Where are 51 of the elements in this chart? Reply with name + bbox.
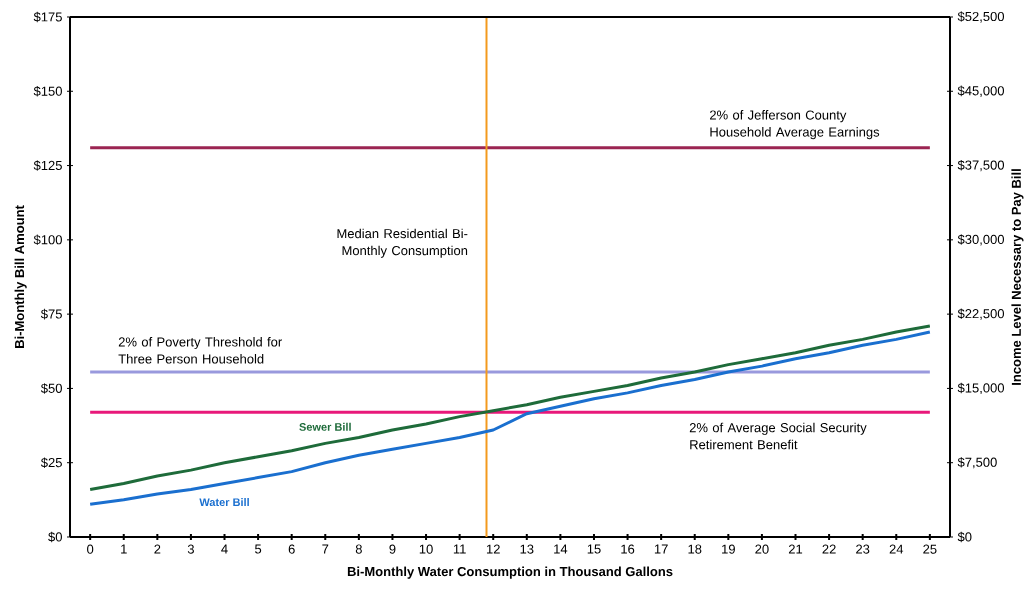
ref-line-label: 2% of Jefferson County Household Average Earnings	[710, 110, 880, 140]
x-tick-label: 22	[822, 544, 836, 554]
x-tick-label: 11	[453, 544, 466, 554]
x-tick-label: 20	[755, 544, 769, 554]
x-tick-label: 23	[856, 544, 870, 554]
x-tick-label: 13	[520, 544, 534, 554]
x-tick-label: 1	[121, 544, 127, 554]
y2-tick-label: $0	[957, 531, 972, 543]
y2-tick-label: $7,500	[957, 457, 997, 469]
x-tick-label: 25	[923, 544, 937, 554]
y2-tick-label: $30,000	[957, 234, 1005, 246]
x-tick-label: 17	[654, 544, 668, 554]
x-tick-label: 4	[221, 544, 228, 554]
y-tick-label: $50	[40, 383, 62, 394]
ref-line-label: 2% of Poverty Threshold for Three Person Household	[118, 336, 282, 364]
x-tick-label: 15	[587, 544, 601, 554]
x-tick-label: 0	[87, 544, 94, 554]
x-tick-label: 3	[187, 544, 194, 554]
x-tick-label: 18	[688, 544, 702, 554]
x-tick-label: 14	[554, 544, 568, 554]
x-tick-label: 21	[788, 544, 803, 554]
y-tick-label: $125	[33, 160, 62, 171]
x-tick-label: 16	[621, 544, 635, 554]
x-tick-label: 5	[255, 544, 262, 554]
y2-tick-label: $52,500	[957, 11, 1005, 23]
x-tick-label: 12	[486, 544, 500, 554]
y2-tick-label: $15,000	[957, 382, 1005, 395]
y2-tick-label: $37,500	[957, 159, 1005, 172]
x-axis-title: Bi-Monthly Water Consumption in Thousand Gallons	[347, 566, 673, 579]
y-tick-label: $0	[48, 531, 62, 543]
x-tick-label: 24	[889, 544, 904, 554]
y-tick-label: $25	[40, 457, 62, 468]
y-tick-label: $175	[33, 11, 62, 23]
y-axis-title: Bi-Monthly Bill Amount	[14, 205, 27, 348]
x-tick-label: 2	[154, 544, 161, 554]
y2-tick-label: $45,000	[957, 85, 1005, 97]
series-label: Water Bill	[199, 498, 249, 507]
series-label: Sewer Bill	[299, 422, 351, 431]
x-tick-label: 9	[389, 544, 396, 554]
y2-tick-label: $22,500	[957, 308, 1005, 320]
y-tick-label: $150	[33, 86, 62, 97]
y-tick-label: $100	[33, 234, 62, 246]
x-tick-label: 8	[355, 544, 362, 554]
x-tick-label: 7	[322, 544, 329, 554]
ref-line-label: 2% of Average Social Security Retirement Benefit	[689, 422, 867, 450]
ref-line-label: Median Residential Bi-Monthly Consumption	[337, 228, 468, 258]
y-tick-label: $75	[40, 308, 62, 320]
y2-axis-title: Income Level Necessary to Pay Bill	[1011, 169, 1024, 385]
x-tick-label: 6	[288, 544, 295, 554]
x-tick-label: 10	[419, 544, 433, 554]
x-tick-label: 19	[722, 544, 735, 554]
